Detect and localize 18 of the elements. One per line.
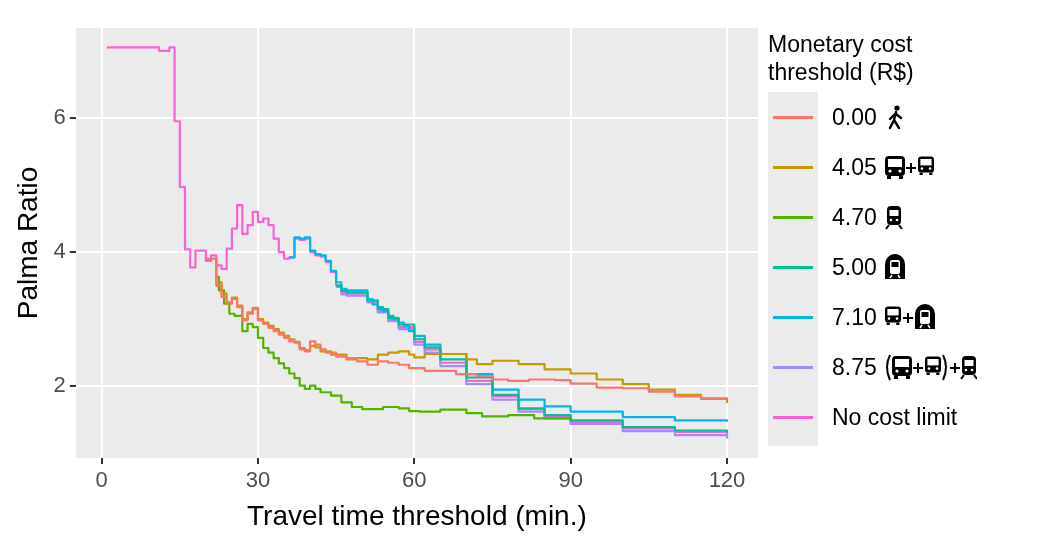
x-axis-title: Travel time threshold (min.) [247, 499, 587, 531]
y-axis-title: Palma Ratio [11, 166, 43, 320]
legend-label: No cost limit [832, 403, 958, 431]
legend-label: 5.00 [832, 253, 877, 281]
x-tick-label: 120 [708, 467, 746, 493]
legend-label: 0.00 [832, 103, 877, 131]
legend-title: Monetary cost threshold (R$) [768, 30, 915, 86]
legend-label: 7.10 [832, 303, 877, 331]
y-tick-label: 6 [53, 103, 66, 129]
x-tick-label: 30 [245, 467, 271, 493]
x-tick-label: 90 [558, 467, 583, 493]
y-tick-label: 2 [53, 372, 66, 398]
legend-label: 4.05 [832, 153, 877, 181]
legend-label: 8.75 [832, 353, 877, 381]
x-tick-label: 0 [95, 467, 108, 493]
x-tick-label: 60 [402, 467, 427, 493]
legend-label: 4.70 [832, 203, 877, 231]
y-tick-label: 4 [53, 238, 66, 264]
